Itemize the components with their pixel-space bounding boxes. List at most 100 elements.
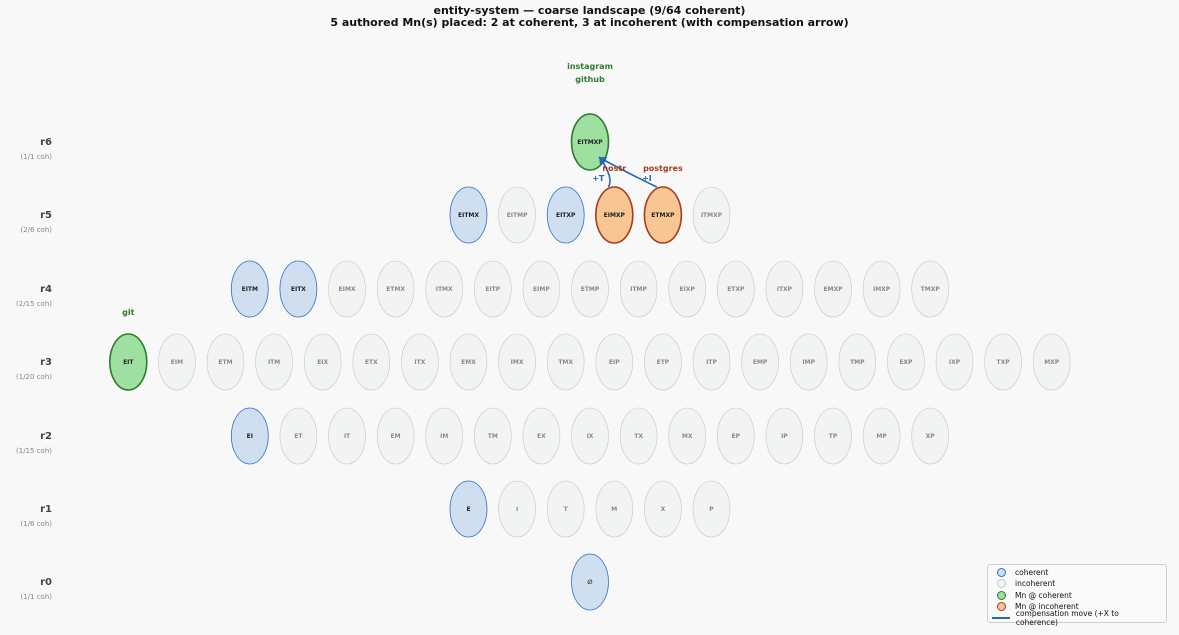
node-label: EX	[537, 433, 546, 440]
node-ellipse	[887, 333, 925, 391]
lattice-node: EX	[522, 407, 561, 465]
lattice-node: EITMP	[498, 186, 536, 244]
lattice-node: IP	[765, 407, 804, 465]
node-ellipse	[644, 333, 682, 391]
node-ellipse	[692, 480, 731, 538]
lattice-node: X	[644, 480, 682, 538]
legend-item: Mn @ coherent	[992, 590, 1162, 601]
legend-item: coherent	[992, 567, 1162, 578]
node-label: IMX	[511, 359, 524, 366]
lattice-node: ITMXP	[692, 186, 731, 244]
lattice-node: ETX	[352, 333, 391, 391]
node-label: EI	[247, 433, 253, 440]
lattice-node: ETMX	[376, 260, 415, 318]
rank-label: r0	[40, 577, 52, 588]
lattice-node: ETP	[644, 333, 682, 391]
node-ellipse	[619, 407, 658, 465]
node-label: ITM	[268, 359, 280, 366]
rank-label: r3	[40, 357, 52, 368]
node-label: EITMX	[458, 212, 479, 219]
node-ellipse	[594, 186, 634, 244]
node-label: EITMXP	[577, 139, 603, 146]
node-label: ITXP	[777, 286, 793, 293]
legend-swatch	[997, 568, 1006, 578]
lattice-node: IMX	[498, 333, 536, 391]
lattice-node: EMX	[449, 333, 488, 391]
node-label: IMXP	[873, 286, 891, 293]
node-ellipse	[255, 333, 293, 391]
legend-arrow-swatch	[992, 616, 1010, 619]
lattice-node: EITP	[473, 260, 512, 318]
lattice-node: TX	[619, 407, 658, 465]
lattice-node: ∅	[571, 553, 609, 611]
node-label: ETMP	[581, 286, 600, 293]
node-label: IT	[344, 433, 351, 440]
lattice-node: IM	[425, 407, 464, 465]
legend-swatch	[997, 590, 1006, 600]
lattice-node: MX	[668, 407, 707, 465]
node-ellipse	[328, 260, 366, 318]
node-label: ITP	[706, 359, 717, 366]
rank-coherence-count: (1/1 coh)	[20, 153, 52, 161]
rank-labels: r6 (1/1 coh) r5 (2/6 coh) r4 (2/15 coh) r3 (1/2…	[16, 137, 52, 601]
node-ellipse	[911, 260, 950, 318]
legend-swatch	[997, 579, 1006, 589]
lattice-node: TMP	[838, 333, 877, 391]
lattice-node: MP	[862, 407, 901, 465]
compensation-arrow	[598, 157, 658, 188]
lattice-node: TMXP	[911, 260, 950, 318]
node-label: ET	[294, 433, 303, 440]
node-ellipse	[595, 333, 634, 391]
node-label: T	[564, 506, 569, 513]
node-label: EITP	[485, 286, 500, 293]
node-ellipse	[449, 333, 488, 391]
rank-coherence-count: (2/6 coh)	[20, 226, 52, 234]
compensation-arrows	[598, 156, 658, 188]
lattice-node: ITMP	[619, 260, 658, 318]
node-ellipse	[473, 260, 512, 318]
lattice-node: EIT	[109, 333, 148, 391]
node-label: XP	[926, 433, 936, 440]
node-ellipse	[230, 260, 269, 318]
node-label: ∅	[587, 579, 592, 586]
node-ellipse	[571, 260, 609, 318]
lattice-node: TM	[473, 407, 512, 465]
node-label: IP	[781, 433, 788, 440]
mn-name-label: git	[122, 308, 134, 317]
lattice-node: EIMP	[522, 260, 561, 318]
lattice-node: EP	[716, 407, 755, 465]
node-ellipse	[571, 553, 609, 611]
node-label: TM	[488, 433, 498, 440]
title-line-1: entity-system — coarse landscape (9/64 c…	[433, 4, 746, 17]
node-label: IM	[440, 433, 448, 440]
lattice-node: XP	[911, 407, 950, 465]
node-ellipse	[1032, 333, 1071, 391]
rank-label: r4	[40, 284, 52, 295]
node-label: M	[611, 506, 617, 513]
rank-coherence-count: (1/20 coh)	[16, 373, 52, 381]
node-label: TXP	[997, 359, 1011, 366]
node-label: ETP	[657, 359, 670, 366]
mn-name-label: instagram	[567, 62, 613, 71]
lattice-node: T	[546, 480, 585, 538]
lattice-node: TMX	[546, 333, 585, 391]
node-ellipse	[546, 186, 585, 244]
node-ellipse	[109, 333, 148, 391]
mn-name-label: postgres	[643, 164, 683, 173]
legend-item: incoherent	[992, 578, 1162, 589]
rank-coherence-count: (1/15 coh)	[16, 447, 52, 455]
lattice-node: ITXP	[765, 260, 804, 318]
node-ellipse	[716, 407, 755, 465]
node-ellipse	[789, 333, 828, 391]
rank-label: r5	[40, 210, 52, 221]
rank-label: r6	[40, 137, 52, 148]
lattice-node: EITM	[230, 260, 269, 318]
node-label: EMX	[461, 359, 476, 366]
figure-title: entity-system — coarse landscape (9/64 c…	[0, 5, 1179, 29]
node-ellipse	[376, 407, 415, 465]
node-ellipse	[376, 260, 415, 318]
node-label: E	[466, 506, 470, 513]
node-ellipse	[522, 407, 561, 465]
